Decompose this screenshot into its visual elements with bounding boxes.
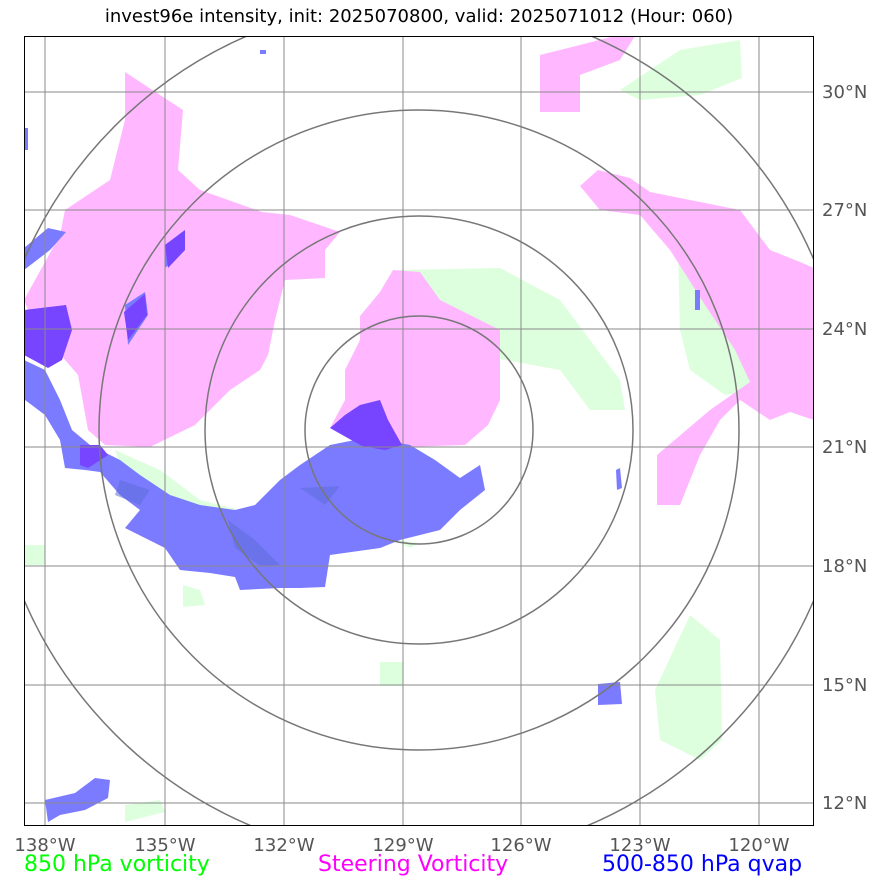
vorticity-region — [183, 585, 205, 607]
vorticity-region — [24, 545, 45, 565]
range-ring-1 — [304, 315, 534, 545]
qvap-dense-region — [228, 520, 280, 566]
qvap-dense-region — [300, 486, 340, 505]
overlap-region — [24, 305, 72, 368]
steering-vorticity-region — [24, 72, 340, 447]
lat-label: 21°N — [822, 437, 867, 458]
latitude-labels: 30°N 27°N 24°N 21°N 18°N 15°N 12°N — [822, 82, 867, 814]
qvap-dense-region — [115, 480, 150, 505]
vorticity-region — [380, 662, 403, 686]
lon-label: 123°W — [609, 835, 670, 856]
lat-label: 27°N — [822, 200, 867, 221]
lat-label: 18°N — [822, 556, 867, 577]
lon-label: 135°W — [134, 835, 195, 856]
legend-steering-vorticity: Steering Vorticity — [318, 852, 509, 877]
lon-label: 132°W — [253, 835, 314, 856]
vorticity-region — [620, 40, 742, 100]
plot-frame — [24, 36, 814, 826]
legend-qvap: 500-850 hPa qvap — [602, 852, 803, 877]
vorticity-region — [125, 800, 165, 822]
map-layers — [24, 36, 814, 826]
overlap-region — [330, 400, 402, 450]
overlap-layer — [24, 230, 402, 468]
lon-label: 120°W — [728, 835, 789, 856]
qvap-dense-layer — [115, 480, 340, 566]
map-title: invest96e intensity, init: 2025070800, v… — [104, 6, 734, 27]
qvap-region — [598, 682, 622, 705]
qvap-region — [260, 50, 266, 54]
legend-850-vorticity: 850 hPa vorticity — [24, 852, 210, 877]
gridlines — [24, 36, 814, 826]
range-rings — [24, 36, 814, 826]
qvap-region — [695, 290, 700, 310]
lat-label: 15°N — [822, 675, 867, 696]
vorticity-region — [400, 268, 625, 410]
lat-label: 30°N — [822, 82, 867, 103]
longitude-labels: 138°W 135°W 132°W 129°W 126°W 123°W 120°… — [14, 835, 789, 856]
qvap-region — [616, 468, 622, 490]
lat-label: 12°N — [822, 793, 867, 814]
range-ring-2 — [204, 215, 634, 645]
vorticity-region — [655, 615, 722, 760]
steering-vorticity-region — [540, 36, 635, 112]
range-ring-3 — [98, 109, 740, 751]
steering-vorticity-layer — [24, 36, 814, 505]
overlap-region — [80, 445, 108, 468]
lon-label: 126°W — [490, 835, 551, 856]
overlap-region — [165, 230, 185, 268]
lon-label: 138°W — [14, 835, 75, 856]
steering-vorticity-region — [580, 170, 814, 505]
lat-label: 24°N — [822, 319, 867, 340]
lon-label: 129°W — [372, 835, 433, 856]
qvap-region — [45, 778, 110, 822]
